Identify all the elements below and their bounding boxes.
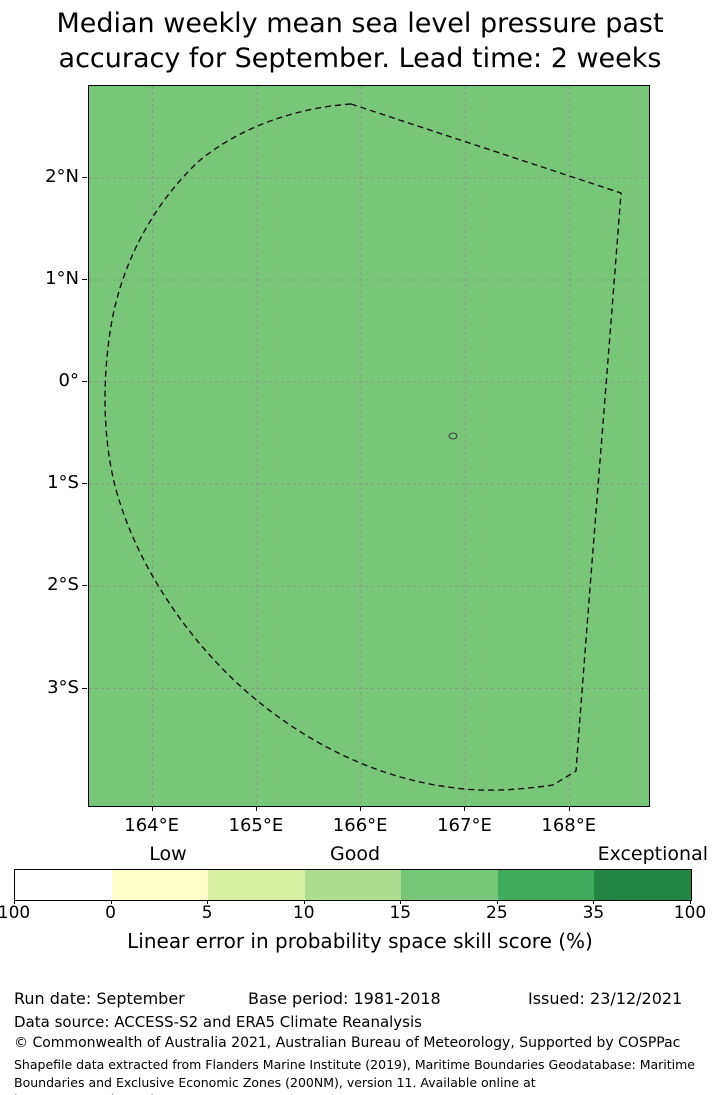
base-period-label: Base period: 1981-2018 <box>248 989 441 1008</box>
colorbar-tick-mark <box>593 900 595 904</box>
y-tick-label: 0° <box>58 370 79 392</box>
data-source-label: Data source: ACCESS-S2 and ERA5 Climate … <box>14 1013 422 1031</box>
colorbar-caption: Linear error in probability space skill … <box>127 929 593 953</box>
colorbar-tick-label: 15 <box>389 903 412 923</box>
small-island-marker <box>448 432 458 440</box>
y-tick-mark <box>82 381 87 383</box>
colorbar-tick-label: 25 <box>486 903 508 923</box>
y-tick-label: 1°S <box>47 472 79 494</box>
colorbar-label-low: Low <box>149 843 187 865</box>
colorbar-segment <box>594 870 692 900</box>
issued-label: Issued: 23/12/2021 <box>528 989 683 1008</box>
colorbar-segment <box>111 870 209 900</box>
colorbar-segment <box>208 870 305 900</box>
colorbar-tick-label: 5 <box>201 903 213 923</box>
x-tick-label: 164°E <box>124 815 179 836</box>
colorbar-label-exceptional: Exceptional <box>597 843 708 865</box>
colorbar-tick-label: 10 <box>292 903 315 923</box>
copyright-label: © Commonwealth of Australia 2021, Austra… <box>14 1035 681 1051</box>
y-tick-mark <box>82 176 87 178</box>
colorbar <box>14 869 692 901</box>
colorbar-segment <box>401 870 498 900</box>
colorbar-tick-label: 100 <box>0 903 31 923</box>
colorbar-tick-label: 100 <box>673 903 707 923</box>
x-tick-label: 167°E <box>437 815 492 836</box>
y-tick-mark <box>82 483 87 485</box>
map-plot <box>88 85 650 807</box>
y-tick-label: 1°N <box>45 268 79 290</box>
y-tick-label: 3°S <box>47 676 79 698</box>
grid-lines <box>89 86 649 806</box>
shapefile-attribution: Shapefile data extracted from Flanders M… <box>14 1057 695 1095</box>
chart-title: Median weekly mean sea level pressure pa… <box>0 6 720 76</box>
map-canvas <box>89 86 649 806</box>
x-tick-label: 165°E <box>228 815 284 836</box>
x-tick-label: 168°E <box>541 815 597 836</box>
colorbar-label-good: Good <box>329 843 381 865</box>
y-tick-mark <box>82 687 87 689</box>
colorbar-tick-mark <box>400 900 402 904</box>
colorbar-tick-label: 0 <box>105 903 116 923</box>
colorbar-tick-mark <box>207 900 209 904</box>
run-date-label: Run date: September <box>14 989 185 1008</box>
colorbar-segment <box>304 870 402 900</box>
colorbar-tick-mark <box>14 900 15 904</box>
eez-dashed-boundary-path <box>104 103 622 791</box>
colorbar-segment <box>497 870 595 900</box>
y-tick-label: 2°N <box>45 165 79 187</box>
chart-title-line2: accuracy for September. Lead time: 2 wee… <box>58 43 662 74</box>
colorbar-tick-mark <box>690 900 691 904</box>
x-tick-label: 166°E <box>332 815 388 836</box>
colorbar-tick-label: 35 <box>582 903 605 923</box>
y-tick-label: 2°S <box>47 574 79 596</box>
y-tick-mark <box>82 279 87 281</box>
colorbar-tick-mark <box>303 900 305 904</box>
colorbar-segment <box>15 870 112 900</box>
y-tick-mark <box>82 585 87 587</box>
chart-title-line1: Median weekly mean sea level pressure pa… <box>56 8 664 39</box>
colorbar-tick-mark <box>496 900 498 904</box>
colorbar-tick-mark <box>110 900 112 904</box>
map-fill <box>89 86 649 806</box>
